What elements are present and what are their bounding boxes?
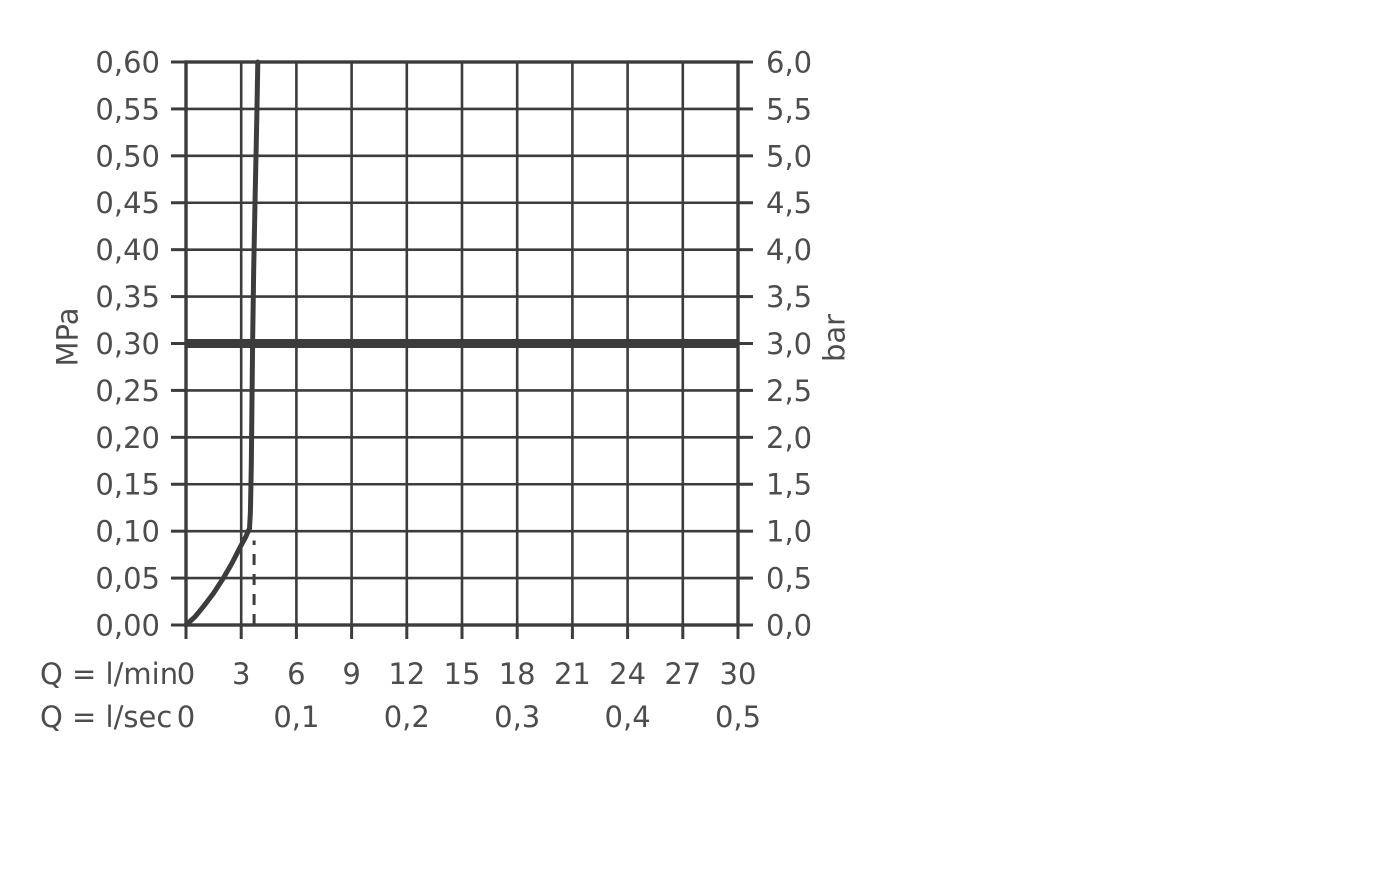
y-right-tick-label: 3,0 (766, 327, 812, 361)
y-left-tick-label: 0,30 (95, 327, 160, 361)
y-left-tick-label: 0,15 (95, 468, 160, 502)
x-axis-lmin-title: Q = l/min (40, 657, 178, 691)
flow-curve (183, 59, 261, 628)
y-left-tick-label: 0,50 (95, 139, 160, 173)
y-right-tick-label: 2,5 (766, 374, 812, 408)
x-lmin-tick-label: 6 (287, 657, 305, 691)
y-left-tick-label: 0,55 (95, 92, 160, 126)
y-left-tick-label: 0,05 (95, 562, 160, 596)
x-lmin-tick-label: 12 (388, 657, 425, 691)
x-lsec-tick-label: 0,1 (273, 700, 319, 734)
y-left-tick-label: 0,25 (95, 374, 160, 408)
tick-marks (171, 60, 753, 639)
y-right-tick-label: 1,0 (766, 515, 812, 549)
y-right-tick-label: 0,0 (766, 608, 812, 642)
y-left-tick-label: 0,10 (95, 515, 160, 549)
x-lmin-tick-label: 18 (499, 657, 536, 691)
y-left-tick-label: 0,45 (95, 186, 160, 220)
y-right-tick-label: 5,0 (766, 139, 812, 173)
y-left-tick-label: 0,00 (95, 608, 160, 642)
x-axis-lsec-title: Q = l/sec (40, 700, 172, 734)
y-right-tick-label: 4,5 (766, 186, 812, 220)
x-lmin-tick-label: 27 (664, 657, 701, 691)
y-right-tick-label: 0,5 (766, 562, 812, 596)
y-right-tick-label: 1,5 (766, 468, 812, 502)
y-left-tick-label: 0,40 (95, 233, 160, 267)
y-right-tick-label: 2,0 (766, 421, 812, 455)
axis-labels: 0,000,050,100,150,200,250,300,350,400,45… (40, 45, 851, 734)
x-lsec-tick-label: 0,4 (605, 700, 651, 734)
y-left-axis-title: MPa (50, 308, 84, 367)
x-lmin-tick-label: 30 (720, 657, 757, 691)
x-lsec-tick-label: 0,2 (384, 700, 430, 734)
x-lsec-tick-label: 0,5 (715, 700, 761, 734)
y-left-tick-label: 0,60 (95, 45, 160, 79)
x-lmin-tick-label: 21 (554, 657, 591, 691)
x-lmin-tick-label: 15 (444, 657, 481, 691)
x-lsec-tick-label: 0 (177, 700, 195, 734)
x-lmin-tick-label: 24 (609, 657, 646, 691)
x-lmin-tick-label: 3 (232, 657, 250, 691)
y-right-tick-label: 4,0 (766, 233, 812, 267)
x-lmin-tick-label: 9 (342, 657, 360, 691)
y-right-axis-title: bar (817, 314, 851, 362)
y-right-tick-label: 6,0 (766, 45, 812, 79)
x-lmin-tick-label: 0 (177, 657, 195, 691)
y-right-tick-label: 3,5 (766, 280, 812, 314)
y-left-tick-label: 0,20 (95, 421, 160, 455)
y-right-tick-label: 5,5 (766, 92, 812, 126)
y-left-tick-label: 0,35 (95, 280, 160, 314)
x-lsec-tick-label: 0,3 (494, 700, 540, 734)
